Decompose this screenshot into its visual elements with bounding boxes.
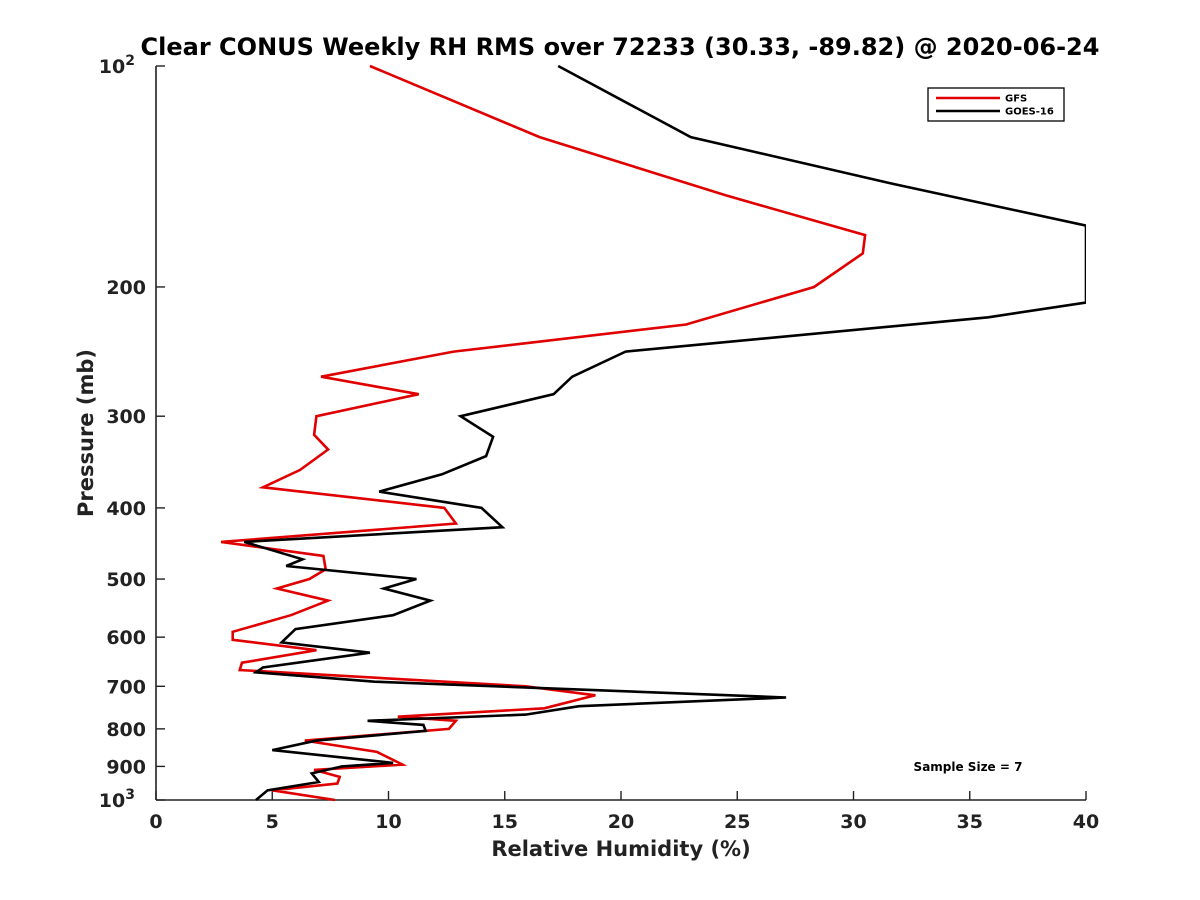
x-tick-label: 10 — [375, 811, 401, 833]
y-tick-label: 300 — [106, 406, 146, 428]
y-tick-label: 200 — [106, 277, 146, 299]
y-tick-label-exponent: 2 — [125, 53, 135, 69]
x-axis-label: Relative Humidity (%) — [491, 837, 750, 861]
x-tick-label: 20 — [608, 811, 634, 833]
x-tick-label: 30 — [840, 811, 866, 833]
legend-label-gfs: GFS — [1005, 94, 1027, 105]
y-tick-label: 102 — [99, 53, 135, 78]
x-axis-ticks: 0 5 10 15 20 25 30 35 40 — [149, 791, 1099, 833]
legend-box — [927, 87, 1065, 122]
y-tick-label: 700 — [106, 676, 146, 698]
series-layer — [220, 64, 1086, 802]
x-tick-label: 25 — [724, 811, 750, 833]
y-tick-label: 800 — [106, 719, 146, 741]
x-tick-label: 5 — [266, 811, 279, 833]
sample-size-annotation: Sample Size = 7 — [914, 760, 1023, 774]
y-tick-label: 900 — [106, 756, 146, 778]
legend-label-goes16: GOES-16 — [1005, 107, 1054, 118]
x-tick-label: 40 — [1073, 811, 1099, 833]
y-tick-label: 500 — [106, 569, 146, 591]
x-tick-label: 0 — [149, 811, 162, 833]
y-axis-label: Pressure (mb) — [74, 349, 98, 517]
series-line-gfs — [220, 64, 867, 802]
x-tick-label: 15 — [492, 811, 518, 833]
x-tick-label: 35 — [957, 811, 983, 833]
chart-title: Clear CONUS Weekly RH RMS over 72233 (30… — [141, 33, 1100, 61]
series-line-goes16 — [243, 64, 1086, 801]
y-tick-label-exponent: 3 — [125, 787, 135, 803]
y-tick-label: 400 — [106, 498, 146, 520]
y-tick-label-base: 10 — [99, 56, 125, 78]
legend: GFS GOES-16 — [927, 87, 1065, 122]
y-tick-label: 600 — [106, 627, 146, 649]
y-tick-label-base: 10 — [99, 790, 125, 812]
y-tick-label: 103 — [99, 787, 135, 812]
